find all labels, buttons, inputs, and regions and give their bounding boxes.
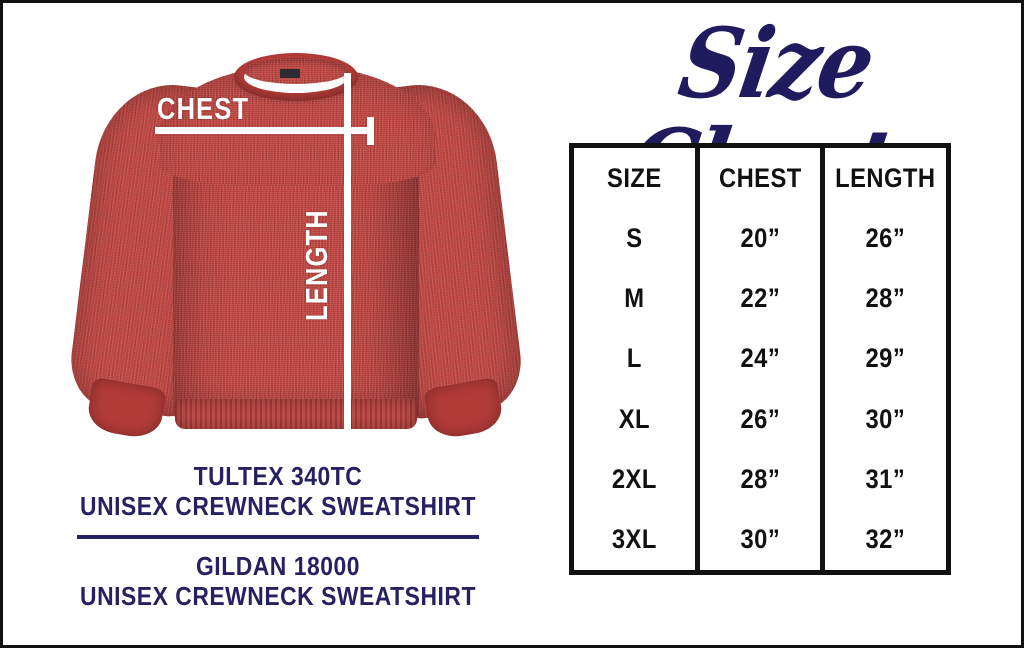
chest-measure-label: CHEST [157,91,250,126]
waistband-rib [175,399,417,429]
length-measure-line [344,73,351,429]
table-row: S [626,222,643,253]
length-measure-label: LENGTH [299,209,334,321]
table-row: XL [618,403,650,434]
chest-measure-line [155,127,371,134]
length-column: LENGTH 26” 28” 29” 30” 31” 32” [820,148,946,570]
table-cell-chest: 28” [740,464,780,495]
collar-back-panel [244,58,348,84]
product-a-description: UNISEX CREWNECK SWEATSHIRT [80,491,476,522]
table-cell-chest: 24” [740,343,780,374]
table-row: 3XL [611,524,657,555]
table-row: 2XL [611,464,657,495]
product-a-name: TULTEX 340TC [193,461,363,491]
table-cell-length: 29” [865,343,906,374]
neck-label-tag [280,69,300,78]
table-cell-chest: 20” [740,222,780,253]
table-cell-length: 28” [865,283,906,314]
table-row: L [626,343,642,374]
column-header-size: SIZE [607,162,662,193]
size-column: SIZE S M L XL 2XL 3XL [574,148,695,570]
caption-divider [77,534,479,539]
table-row: M [624,283,645,314]
product-b-description: UNISEX CREWNECK SWEATSHIRT [80,581,476,612]
size-chart-panel: Size Chart SIZE S M L XL 2XL 3XL CHEST 2… [533,3,1021,645]
chest-column: CHEST 20” 22” 24” 26” 28” 30” [694,148,821,570]
table-cell-chest: 30” [740,524,780,555]
chest-measure-endcap [367,117,374,145]
size-table: SIZE S M L XL 2XL 3XL CHEST 20” 22” 24” … [569,143,951,575]
table-cell-length: 30” [865,403,906,434]
table-cell-length: 32” [865,524,906,555]
table-cell-length: 26” [865,222,906,253]
right-cuff [423,376,505,442]
column-header-chest: CHEST [718,162,802,193]
product-b-name: GILDAN 18000 [195,550,361,581]
garment-panel: CHEST LENGTH TULTEX 340TC UNISEX CREWNEC… [3,3,533,645]
column-header-length: LENGTH [835,162,936,193]
table-cell-chest: 22” [740,283,780,314]
sweatshirt-illustration: CHEST LENGTH [63,31,527,456]
table-cell-chest: 26” [740,403,780,434]
table-cell-length: 31” [865,464,906,495]
product-captions: TULTEX 340TC UNISEX CREWNECK SWEATSHIRT … [43,461,513,612]
sweatshirt-shape [63,31,527,456]
